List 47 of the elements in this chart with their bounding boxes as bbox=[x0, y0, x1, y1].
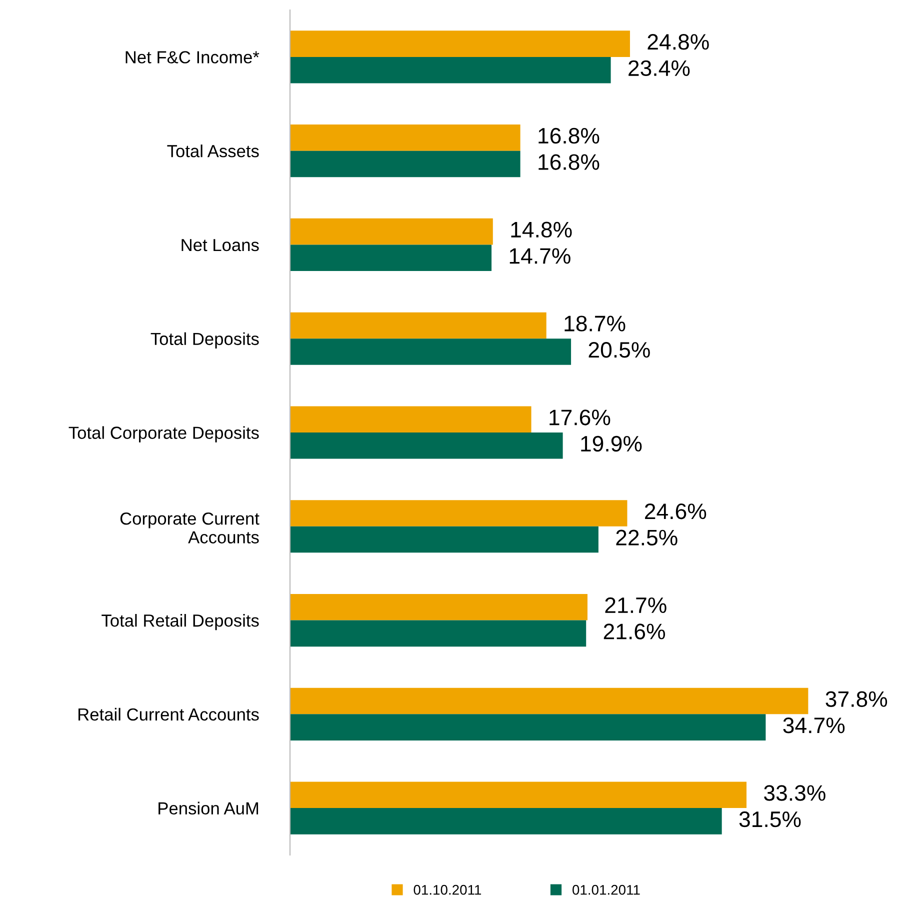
bar bbox=[290, 56, 611, 84]
bar bbox=[290, 714, 766, 740]
bar bbox=[290, 808, 722, 834]
data-label: 17.6% bbox=[550, 410, 610, 426]
bar bbox=[290, 30, 630, 57]
data-label: 34.7% bbox=[783, 718, 845, 734]
y-tick-label: Total Assets bbox=[167, 144, 259, 158]
y-tick-label: Net Loans bbox=[182, 239, 259, 252]
bar bbox=[290, 244, 492, 272]
y-tick-label: Retail Current Accounts bbox=[78, 708, 259, 721]
bar bbox=[290, 620, 586, 647]
bar bbox=[290, 338, 572, 365]
y-tick-label: Total Deposits bbox=[150, 332, 259, 349]
bar bbox=[290, 406, 532, 432]
data-label: 31.5% bbox=[739, 811, 801, 828]
bar bbox=[290, 688, 808, 714]
bar bbox=[290, 218, 493, 245]
bar bbox=[290, 500, 628, 526]
y-tick-label: Corporate Current Accounts bbox=[120, 512, 260, 544]
bar bbox=[290, 432, 563, 459]
bar bbox=[290, 594, 588, 620]
data-label: 24.6% bbox=[645, 503, 706, 520]
data-label: 19.9% bbox=[581, 436, 642, 452]
bar bbox=[290, 124, 520, 151]
legend-label: 01.10.2011 bbox=[414, 884, 482, 895]
data-label: 14.7% bbox=[510, 248, 570, 264]
data-label: 37.8% bbox=[826, 691, 888, 707]
y-tick-label: Total Retail Deposits bbox=[102, 614, 259, 630]
bar bbox=[290, 526, 598, 553]
bar bbox=[290, 312, 546, 339]
data-label: 21.6% bbox=[604, 624, 665, 640]
data-label: 20.5% bbox=[588, 342, 650, 358]
data-label: 23.4% bbox=[628, 60, 690, 76]
bar bbox=[290, 782, 747, 808]
data-label: 21.7% bbox=[605, 597, 666, 614]
y-tick-label: Pension AuM bbox=[158, 802, 258, 815]
data-label: 24.8% bbox=[648, 34, 709, 50]
data-label: 33.3% bbox=[764, 785, 826, 801]
data-label: 16.8% bbox=[538, 154, 600, 170]
data-label: 14.8% bbox=[511, 222, 572, 238]
bar bbox=[290, 150, 520, 178]
y-tick-label: Total Corporate Deposits bbox=[68, 426, 259, 442]
data-label: 16.8% bbox=[538, 128, 600, 144]
legend-label: 01.01.2011 bbox=[572, 884, 640, 895]
data-label: 22.5% bbox=[616, 530, 678, 546]
data-label: 18.7% bbox=[564, 316, 626, 332]
y-tick-label: Net F&C Income* bbox=[126, 51, 260, 64]
